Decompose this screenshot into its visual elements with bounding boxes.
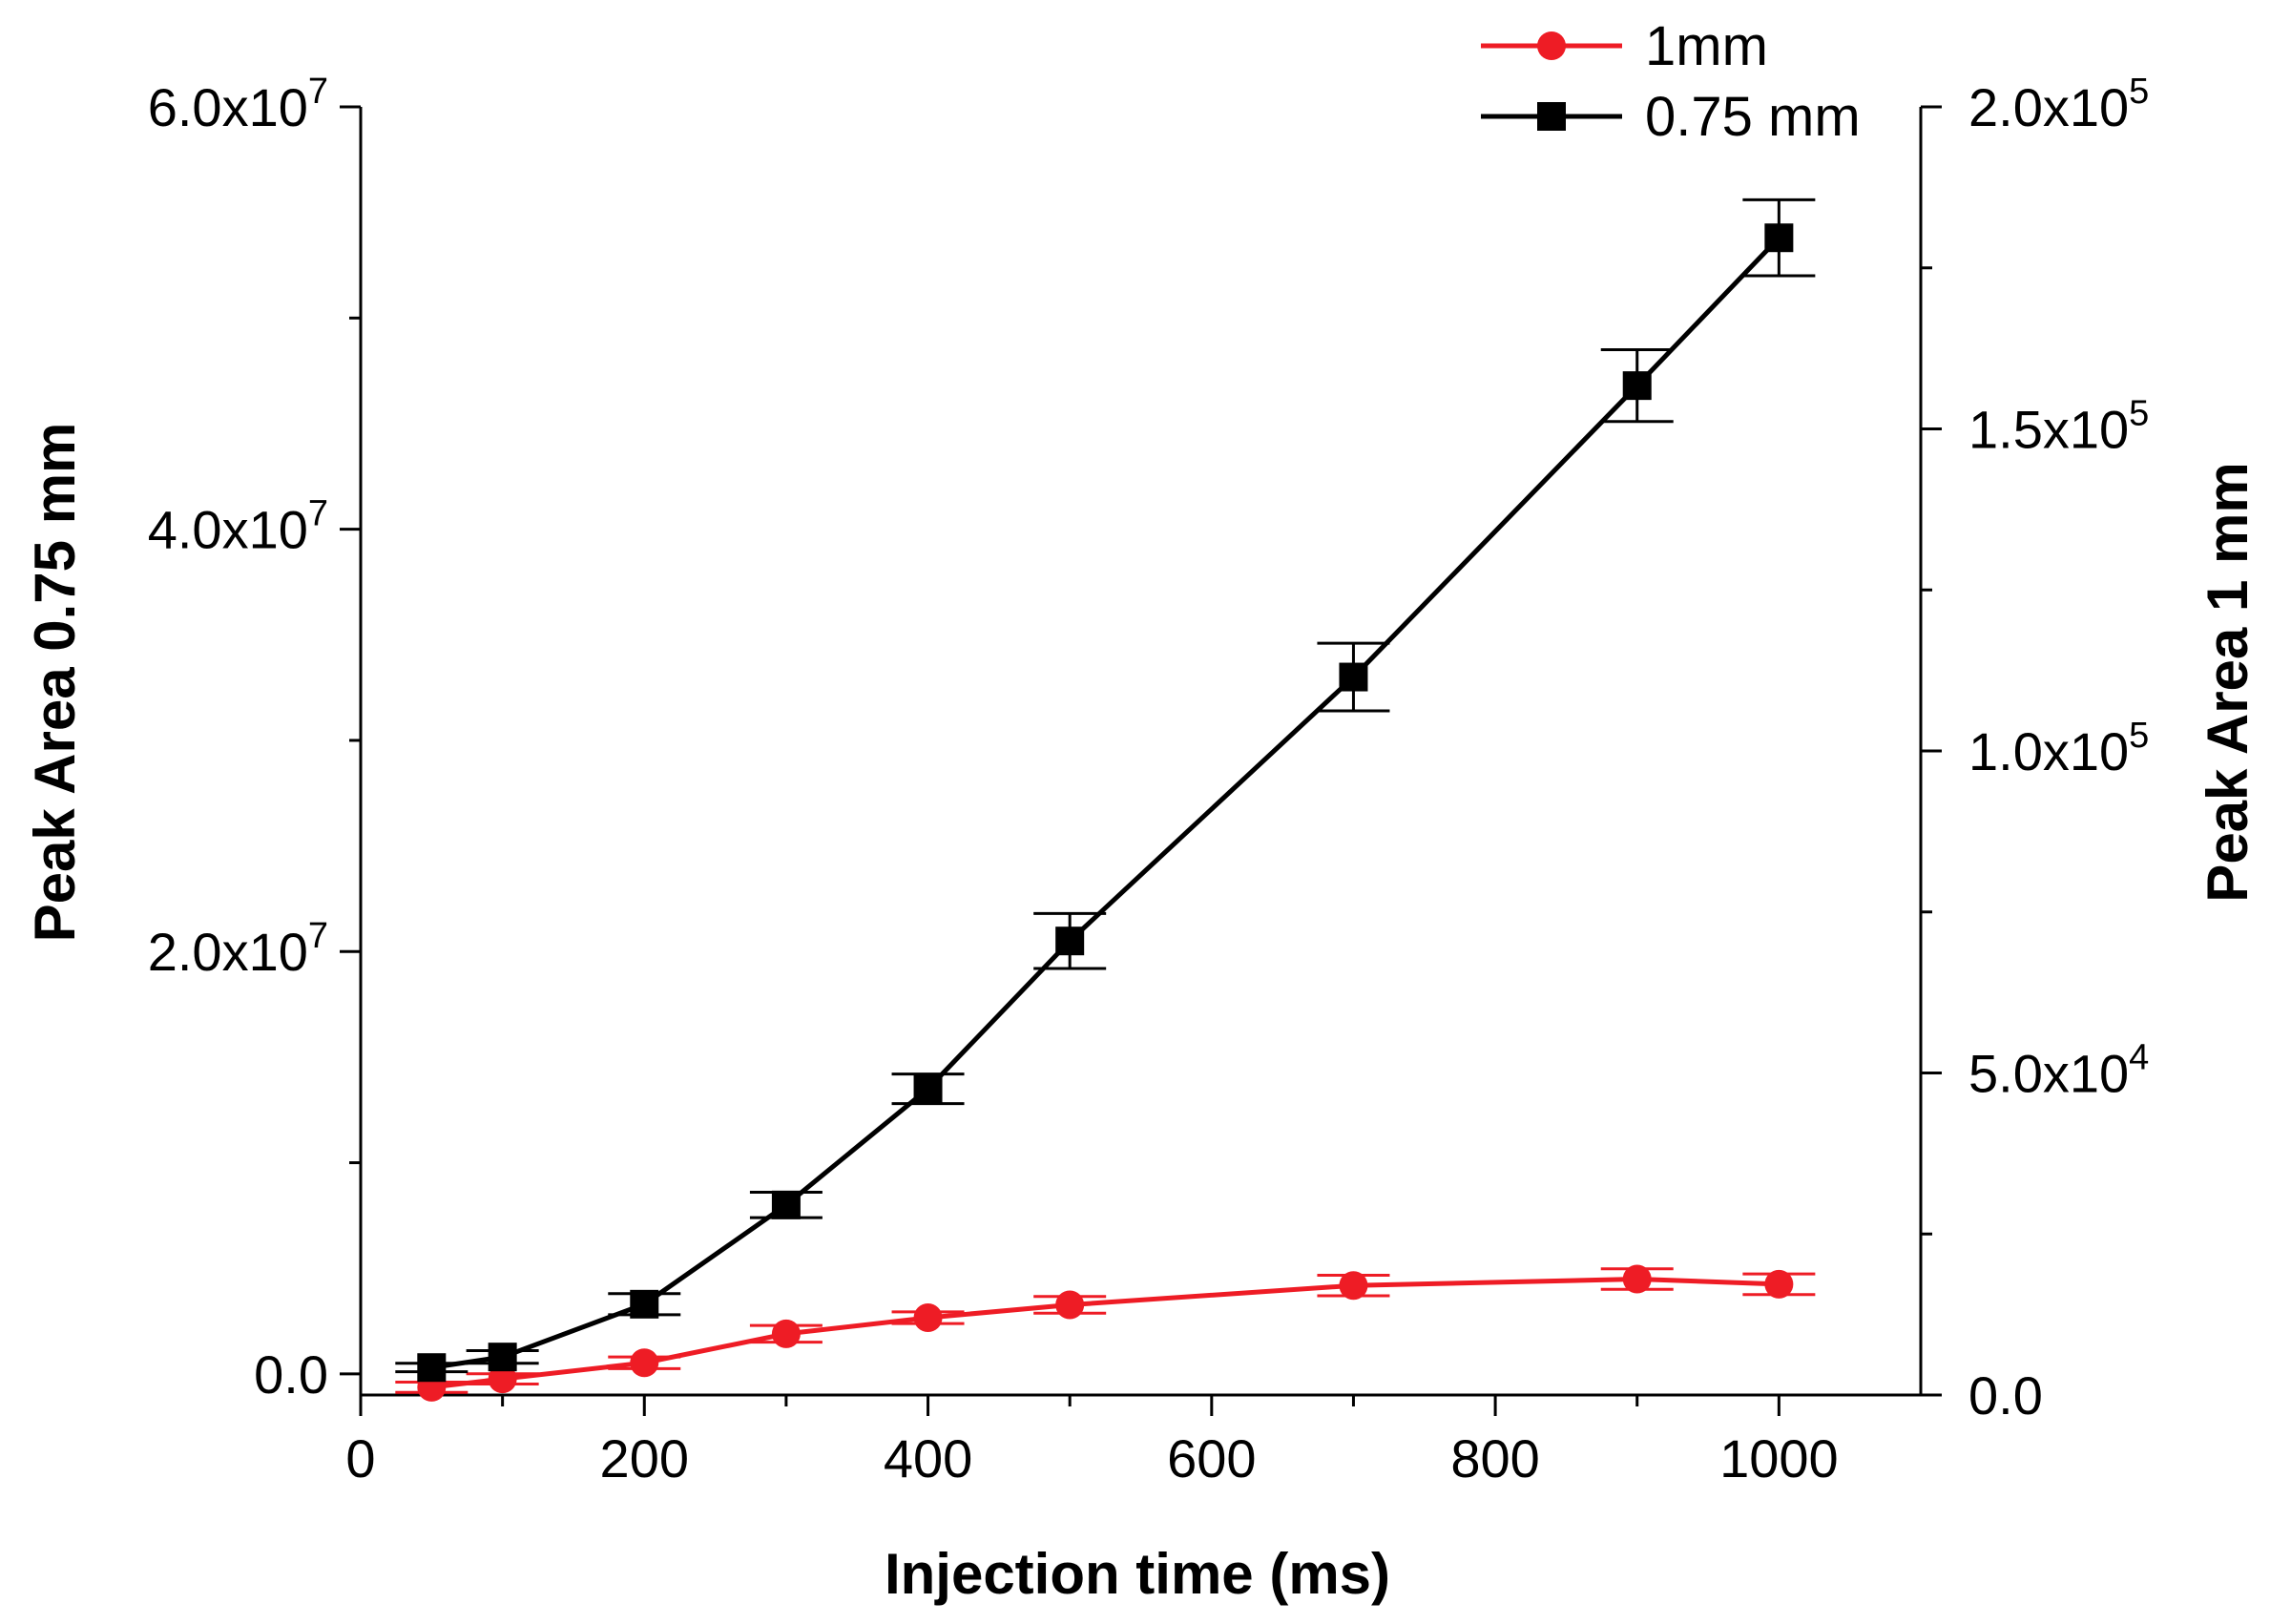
y-left-tick-label: 4.0x107 (148, 494, 328, 560)
data-point (1339, 1271, 1368, 1301)
x-tick-label: 200 (600, 1428, 689, 1489)
data-point (1055, 1290, 1085, 1320)
legend-marker (1537, 102, 1566, 131)
x-axis-title: Injection time (ms) (885, 1542, 1390, 1606)
y-right-tick-label: 1.0x105 (1968, 716, 2149, 781)
x-axis-ticks: 0 200 400 600 800 1000 (345, 1395, 1839, 1489)
y-right-tick-label: 0.0 (1968, 1365, 2043, 1426)
y-left-tick-label: 2.0x107 (148, 916, 328, 982)
data-point (1764, 223, 1794, 253)
y-right-axis-ticks: 0.0 5.0x104 1.0x105 1.5x105 2.0x105 (1921, 72, 2149, 1426)
legend-item: 0.75 mm (1481, 86, 1861, 148)
y-left-axis-title: Peak Area 0.75 mm (23, 423, 87, 943)
y-left-axis-ticks: 0.0 2.0x107 4.0x107 6.0x107 (148, 72, 361, 1405)
data-point (1339, 662, 1368, 692)
y-right-tick-label: 1.5x105 (1968, 394, 2149, 460)
x-tick-label: 800 (1450, 1428, 1539, 1489)
x-tick-label: 400 (884, 1428, 972, 1489)
data-point (771, 1319, 801, 1348)
series-0.75-mm (395, 198, 1816, 1383)
data-point (630, 1348, 659, 1378)
y-left-tick-label: 6.0x107 (148, 72, 328, 137)
y-right-axis-title: Peak Area 1 mm (2196, 462, 2260, 902)
series-layer (395, 198, 1816, 1402)
data-point (913, 1303, 943, 1332)
data-point (417, 1353, 447, 1383)
x-tick-label: 1000 (1719, 1428, 1839, 1489)
data-point (1622, 1264, 1652, 1294)
data-point (488, 1364, 517, 1394)
data-point (913, 1074, 943, 1104)
series-line (430, 236, 1781, 1370)
x-tick-label: 0 (345, 1428, 375, 1489)
data-point (488, 1343, 517, 1372)
data-point (1622, 371, 1652, 401)
x-tick-label: 600 (1167, 1428, 1256, 1489)
y-right-tick-label: 2.0x105 (1968, 72, 2149, 137)
data-point (1764, 1269, 1794, 1299)
data-point (630, 1289, 659, 1319)
legend: 1mm 0.75 mm (1481, 15, 1861, 148)
legend-item: 1mm (1481, 15, 1768, 77)
data-point (771, 1190, 801, 1219)
legend-label: 1mm (1645, 15, 1768, 77)
data-point (1055, 927, 1085, 956)
legend-marker (1537, 31, 1566, 60)
y-right-tick-label: 5.0x104 (1968, 1038, 2149, 1104)
axes (359, 107, 1923, 1397)
series-1mm (395, 1264, 1816, 1402)
legend-label: 0.75 mm (1645, 86, 1861, 148)
y-left-tick-label: 0.0 (254, 1344, 328, 1405)
